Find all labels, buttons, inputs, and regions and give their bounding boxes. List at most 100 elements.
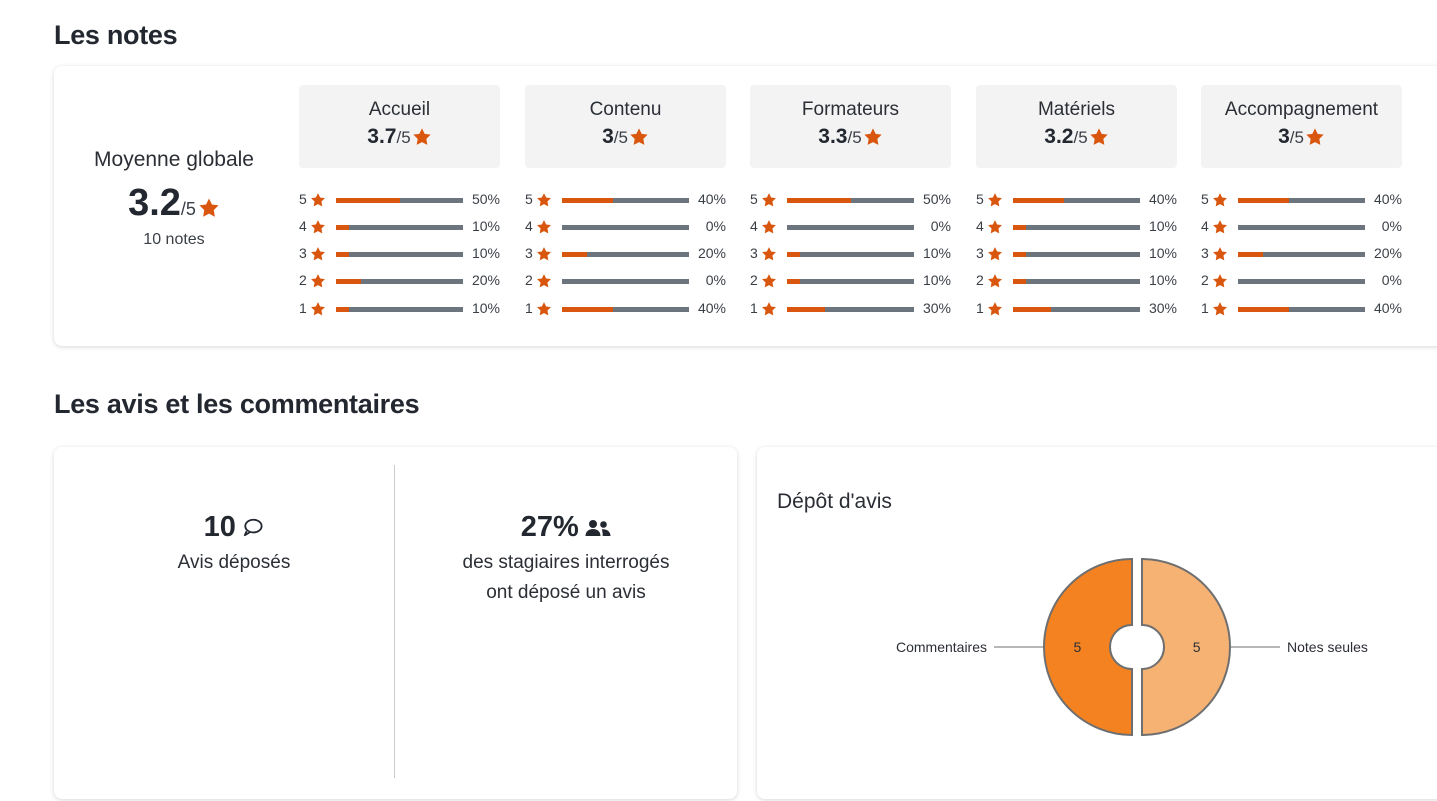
avis-count-label: Avis déposés bbox=[177, 552, 291, 573]
rating-row: 1 30% bbox=[976, 299, 1177, 319]
rating-stars-label: 2 bbox=[750, 272, 758, 288]
star-icon bbox=[630, 128, 648, 145]
star-icon bbox=[1213, 193, 1227, 207]
pie-data-label-1: 5 bbox=[1074, 639, 1082, 655]
rating-bar-fill bbox=[1238, 198, 1289, 203]
rating-bar-track bbox=[336, 225, 463, 230]
star-icon bbox=[988, 220, 1002, 234]
category-header: Formateurs 3.3/5 bbox=[750, 85, 951, 168]
rating-row: 2 10% bbox=[976, 271, 1177, 291]
avis-count-stat: 10 Avis déposés bbox=[114, 511, 354, 578]
star-icon bbox=[537, 193, 551, 207]
rating-bar-fill bbox=[1238, 307, 1289, 312]
pie-category-label-1: Commentaires bbox=[896, 639, 987, 655]
rating-row: 3 20% bbox=[525, 244, 726, 264]
global-average-label: Moyenne globale bbox=[94, 148, 254, 171]
rating-bar-track bbox=[336, 279, 463, 284]
rating-percent: 10% bbox=[922, 245, 951, 261]
rating-stars-label: 5 bbox=[525, 191, 533, 207]
rating-percent: 50% bbox=[922, 191, 951, 207]
star-icon bbox=[311, 302, 325, 316]
category-score-value: 3 bbox=[602, 125, 614, 148]
rating-bar-track bbox=[562, 279, 689, 284]
rating-bar-track bbox=[1238, 307, 1365, 312]
category-header: Matériels 3.2/5 bbox=[976, 85, 1177, 168]
rating-percent: 0% bbox=[705, 272, 726, 288]
rating-percent: 0% bbox=[1381, 218, 1402, 234]
global-average-max: /5 bbox=[180, 199, 196, 219]
avis-rate-label-line2: ont déposé un avis bbox=[486, 582, 646, 603]
rating-stars-label: 2 bbox=[1201, 272, 1209, 288]
star-icon bbox=[1213, 220, 1227, 234]
pie-slice-0[interactable] bbox=[1141, 557, 1231, 737]
rating-bar-track bbox=[1013, 225, 1140, 230]
rating-bar-track bbox=[787, 307, 914, 312]
star-icon bbox=[311, 193, 325, 207]
rating-stars-label: 3 bbox=[976, 245, 984, 261]
rating-row: 3 10% bbox=[976, 244, 1177, 264]
category-score-value: 3.2 bbox=[1044, 125, 1074, 148]
rating-row: 3 10% bbox=[750, 244, 951, 264]
star-icon bbox=[1306, 128, 1324, 145]
rating-bar-fill bbox=[1238, 252, 1264, 257]
rating-percent: 10% bbox=[471, 300, 500, 316]
rating-stars-label: 1 bbox=[750, 300, 758, 316]
category-header: Accompagnement 3/5 bbox=[1201, 85, 1402, 168]
rating-stars-label: 1 bbox=[976, 300, 984, 316]
rating-bar-fill bbox=[336, 252, 349, 257]
rating-bar-fill bbox=[336, 279, 362, 284]
rating-bar-track bbox=[1013, 279, 1140, 284]
rating-row: 1 30% bbox=[750, 299, 951, 319]
rating-row: 1 10% bbox=[299, 299, 500, 319]
rating-row: 1 40% bbox=[525, 299, 726, 319]
rating-row: 2 20% bbox=[299, 271, 500, 291]
rating-percent: 20% bbox=[697, 245, 726, 261]
rating-bar-track bbox=[787, 198, 914, 203]
category-name: Accompagnement bbox=[1224, 99, 1379, 120]
star-icon bbox=[988, 193, 1002, 207]
star-icon bbox=[537, 302, 551, 316]
rating-bar-fill bbox=[562, 252, 588, 257]
rating-stars-label: 3 bbox=[299, 245, 307, 261]
rating-stars-label: 5 bbox=[976, 191, 984, 207]
rating-row: 3 20% bbox=[1201, 244, 1402, 264]
rating-bar-track bbox=[1013, 252, 1140, 257]
star-icon bbox=[1213, 302, 1227, 316]
rating-bar-track bbox=[562, 225, 689, 230]
category-score-max: /5 bbox=[613, 128, 628, 147]
rating-stars-label: 5 bbox=[750, 191, 758, 207]
pie-slice-1[interactable] bbox=[1043, 557, 1133, 737]
avis-section-title: Les avis et les commentaires bbox=[54, 389, 420, 419]
divider bbox=[394, 465, 395, 778]
star-icon bbox=[988, 247, 1002, 261]
star-icon bbox=[864, 128, 882, 145]
star-icon bbox=[762, 302, 776, 316]
avis-card: 10 Avis déposés 27% des stagiaires inter… bbox=[54, 447, 737, 799]
global-average-count: 10 notes bbox=[143, 231, 205, 248]
rating-percent: 40% bbox=[1148, 191, 1177, 207]
category-name: Matériels bbox=[1037, 99, 1116, 120]
star-icon bbox=[537, 247, 551, 261]
rating-bar-track bbox=[562, 198, 689, 203]
category-score-value: 3.3 bbox=[818, 125, 848, 148]
star-icon bbox=[1213, 247, 1227, 261]
star-icon bbox=[311, 220, 325, 234]
avis-rate-stat: 27% des stagiaires interrogés ont déposé… bbox=[416, 511, 716, 608]
rating-bar-track bbox=[336, 252, 463, 257]
rating-stars-label: 3 bbox=[525, 245, 533, 261]
rating-row: 5 40% bbox=[1201, 190, 1402, 210]
category-score-value: 3.7 bbox=[367, 125, 397, 148]
rating-bar-fill bbox=[1013, 198, 1064, 203]
rating-bar-track bbox=[1238, 252, 1365, 257]
category-score-max: /5 bbox=[847, 128, 862, 147]
category-score-max: /5 bbox=[1073, 128, 1088, 147]
rating-stars-label: 2 bbox=[976, 272, 984, 288]
rating-bar-track bbox=[1238, 225, 1365, 230]
category-score-max: /5 bbox=[396, 128, 411, 147]
rating-row: 5 50% bbox=[299, 190, 500, 210]
rating-row: 4 10% bbox=[299, 217, 500, 237]
depot-pie-chart: 5 Notes seules 5 Commentaires bbox=[896, 557, 1368, 737]
rating-row: 5 50% bbox=[750, 190, 951, 210]
rating-stars-label: 4 bbox=[299, 218, 307, 234]
category-name: Accueil bbox=[368, 99, 431, 120]
